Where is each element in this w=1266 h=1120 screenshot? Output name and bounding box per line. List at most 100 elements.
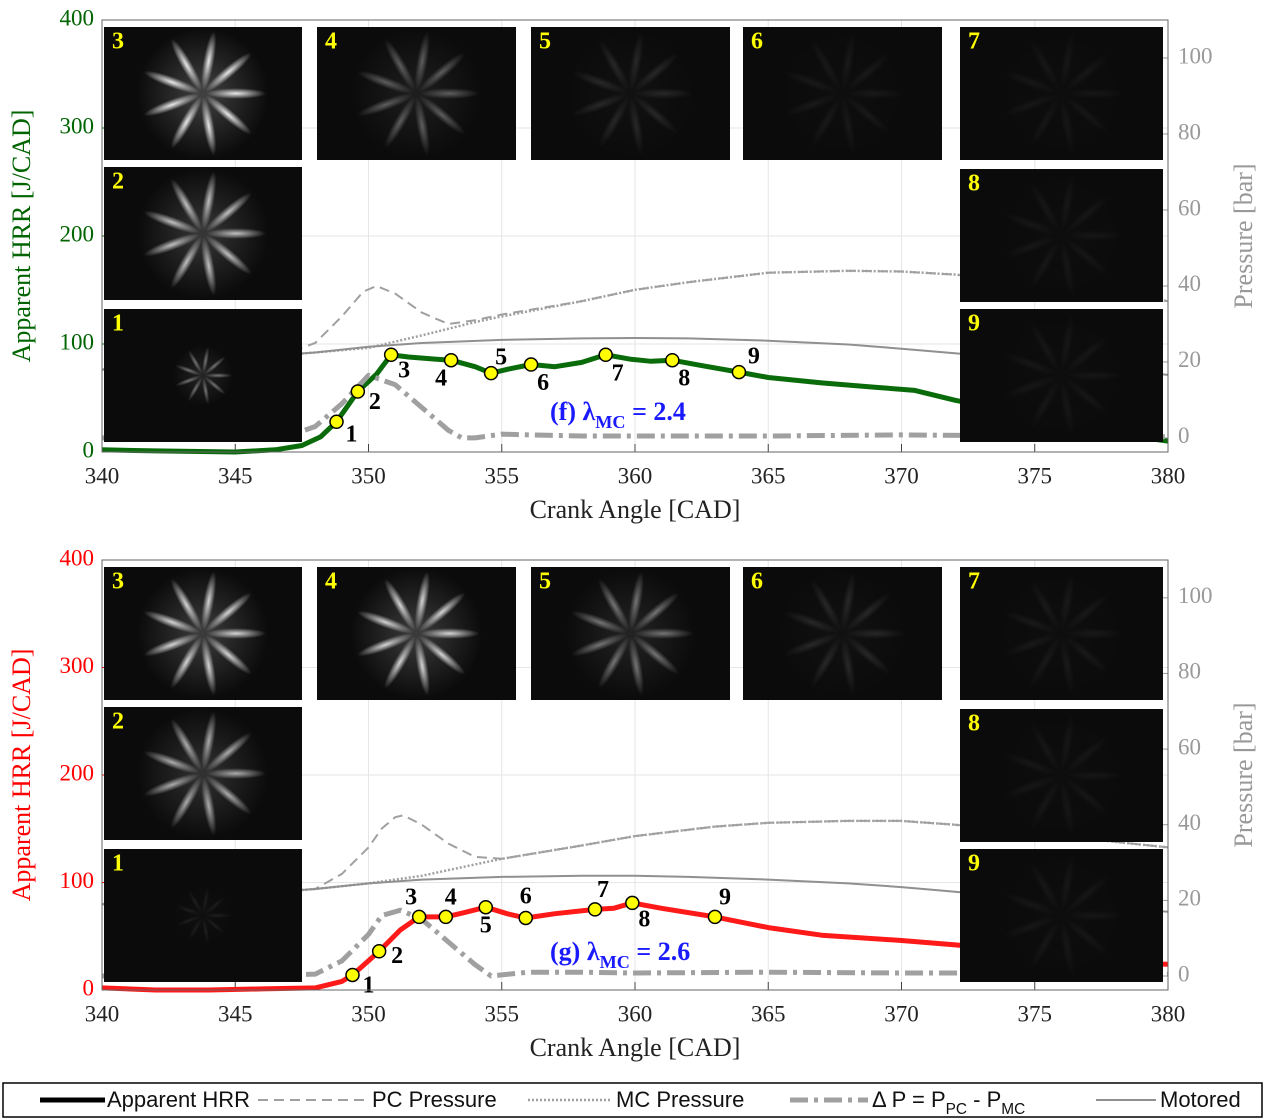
inset-spray	[203, 916, 226, 935]
x-tick-label: 340	[85, 1001, 120, 1026]
inset-haze	[564, 567, 697, 700]
inset-spray	[1002, 915, 1059, 939]
inset-spray	[1059, 713, 1075, 773]
y2-tick-label: 0	[1178, 961, 1190, 986]
inset-background	[960, 309, 1163, 442]
x-tick-label: 355	[485, 463, 520, 488]
inset-label: 9	[968, 851, 980, 877]
inset-spray	[1059, 571, 1075, 631]
legend-label: MC Pressure	[616, 1087, 744, 1112]
x-tick-label: 380	[1151, 463, 1186, 488]
inset-label: 8	[968, 171, 980, 197]
x-tick-label: 365	[751, 463, 786, 488]
marker	[665, 352, 680, 368]
inset-spray	[1064, 770, 1125, 781]
marker-label: 4	[445, 884, 457, 910]
inset-spray	[783, 633, 840, 657]
legend-label: PC Pressure	[372, 1087, 497, 1112]
inset-image: 3	[104, 567, 302, 700]
legend-label: Motored	[1160, 1087, 1241, 1112]
inset-haze	[777, 568, 909, 700]
inset-spray	[632, 94, 680, 135]
marker-label: 5	[495, 345, 507, 371]
inset-image: 5	[531, 567, 730, 700]
marker	[443, 352, 459, 368]
inset-spray	[1002, 375, 1059, 399]
inset-haze	[137, 707, 269, 840]
inset-spray	[1029, 777, 1061, 831]
inset-image: 2	[104, 167, 302, 300]
series-line	[101, 269, 1169, 371]
inset-spray	[783, 93, 840, 117]
inset-spray	[1029, 38, 1061, 92]
inset-haze	[996, 710, 1128, 842]
inset-spray	[202, 916, 210, 945]
marker	[707, 909, 723, 925]
inset-spray	[1002, 70, 1059, 94]
inset-spray	[1029, 95, 1061, 149]
inset-label: 3	[112, 29, 124, 55]
inset-label: 5	[539, 569, 551, 595]
marker-label: 8	[678, 366, 690, 392]
inset-spray	[1063, 236, 1111, 277]
inset-haze	[172, 885, 234, 947]
inset-spray	[598, 95, 630, 149]
y-tick-label: 300	[60, 113, 95, 138]
inset-spray	[1064, 628, 1125, 639]
inset-spray	[1059, 96, 1075, 156]
inset-spray	[1002, 752, 1059, 776]
inset-background	[960, 849, 1163, 982]
inset-haze	[172, 344, 234, 407]
marker-label: 3	[405, 884, 417, 910]
x-tick-label: 375	[1018, 463, 1053, 488]
inset-label: 5	[539, 29, 551, 55]
marker-label: 9	[719, 884, 731, 910]
inset-label: 6	[751, 569, 763, 595]
y2-tick-label: 60	[1178, 195, 1201, 220]
inset-spray	[844, 52, 892, 93]
inset-spray	[1029, 720, 1061, 774]
inset-spray	[1029, 635, 1061, 689]
x-tick-label: 380	[1151, 1001, 1186, 1026]
inset-spray	[1002, 610, 1059, 634]
marker	[371, 944, 387, 959]
inset-label: 2	[112, 709, 124, 735]
marker	[625, 895, 640, 911]
legend-label: Apparent HRR	[107, 1087, 250, 1112]
marker	[731, 364, 747, 380]
x-tick-label: 360	[618, 1001, 653, 1026]
x-tick-label: 350	[351, 1001, 386, 1026]
y-tick-label: 400	[60, 5, 95, 30]
inset-spray	[1059, 378, 1075, 438]
inset-spray	[810, 635, 842, 689]
y-tick-label: 100	[60, 329, 95, 354]
inset-spray	[187, 889, 203, 915]
inset-spray	[1063, 376, 1111, 417]
plot-frame	[101, 559, 1169, 991]
x-tick-label: 355	[485, 1001, 520, 1026]
inset-spray	[632, 52, 680, 93]
marker-label: 1	[346, 421, 358, 447]
inset-image: 6	[743, 567, 942, 700]
inset-image: 4	[317, 27, 516, 160]
marker-label: 2	[369, 389, 381, 415]
inset-spray	[1002, 93, 1059, 117]
marker	[411, 909, 427, 925]
y-tick-label: 200	[60, 760, 95, 785]
inset-spray	[810, 95, 842, 149]
x-axis-label: Crank Angle [CAD]	[530, 495, 741, 524]
inset-spray	[1002, 235, 1059, 259]
inset-spray	[1029, 237, 1061, 291]
inset-label: 4	[325, 29, 337, 55]
inset-haze	[996, 568, 1128, 700]
inset-spray	[598, 38, 630, 92]
inset-background	[960, 169, 1163, 302]
marker	[478, 899, 494, 915]
inset-image: 3	[104, 27, 302, 160]
x-tick-label: 345	[218, 1001, 253, 1026]
y2-tick-label: 40	[1178, 271, 1201, 296]
inset-spray	[845, 88, 906, 99]
y-tick-label: 0	[83, 437, 95, 462]
marker	[483, 365, 499, 381]
